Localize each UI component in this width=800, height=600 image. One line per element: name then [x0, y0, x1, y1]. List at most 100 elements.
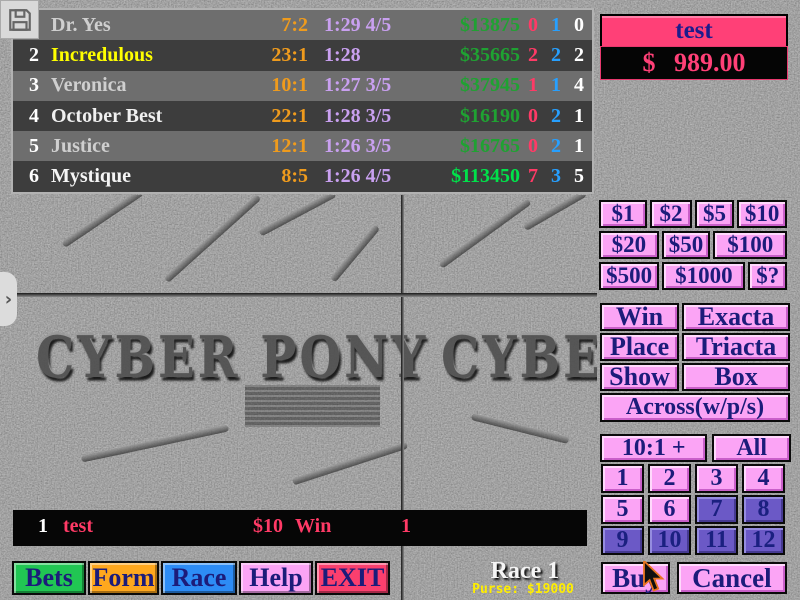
horse-number: 3 [29, 74, 39, 97]
horse-stat-shows: 1 [574, 134, 584, 157]
number-button[interactable]: 11 [695, 526, 738, 555]
horse-stat-wins: 0 [528, 104, 538, 127]
horse-row[interactable]: 3 Veronica 10:1 1:27 3/5 $37945 1 1 4 [13, 70, 592, 101]
bet-slip-type: Win [295, 515, 332, 537]
horse-stat-places: 2 [551, 43, 561, 66]
horse-odds: 7:2 [281, 13, 308, 36]
side-panel-tab[interactable]: › [0, 272, 17, 326]
save-button[interactable] [0, 0, 39, 39]
horse-best-time: 1:28 [324, 43, 361, 66]
horse-row[interactable]: 4 October Best 22:1 1:28 3/5 $16190 0 2 … [13, 100, 592, 132]
number-button[interactable]: 7 [695, 495, 738, 524]
bet-slip[interactable]: 1 test $10 Win 1 [13, 510, 587, 546]
nav-form-button[interactable]: Form [88, 561, 159, 595]
horse-row[interactable]: 6 Mystique 8:5 1:26 4/5 $113450 7 3 5 [13, 161, 592, 192]
amount-button[interactable]: $? [748, 262, 787, 290]
amount-button[interactable]: $1000 [662, 262, 746, 290]
account-name-button[interactable]: test [600, 14, 788, 48]
horse-stat-wins: 7 [528, 165, 538, 188]
horse-row[interactable]: 1 Dr. Yes 7:2 1:29 4/5 $13875 0 1 0 [13, 10, 592, 41]
number-button[interactable]: 5 [601, 495, 644, 524]
cyber-pony-watermark: CYBER PONY [441, 325, 597, 392]
horse-table: 1 Dr. Yes 7:2 1:29 4/5 $13875 0 1 0 2 In… [11, 8, 594, 194]
horse-name: October Best [51, 104, 163, 127]
odds-filter-button[interactable]: 10:1 + [600, 434, 708, 462]
horse-odds: 12:1 [271, 134, 308, 157]
number-button[interactable]: 10 [648, 526, 691, 555]
bet-slip-amount: $10 [253, 515, 283, 537]
cyber-pony-watermark: CYBER PONY [36, 325, 429, 392]
horse-row[interactable]: 5 Justice 12:1 1:26 3/5 $16765 0 2 1 [13, 131, 592, 162]
horse-best-time: 1:26 4/5 [324, 165, 392, 188]
horse-row[interactable]: 2 Incredulous 23:1 1:28 $35665 2 2 2 [13, 40, 592, 71]
nav-bets-button[interactable]: Bets [12, 561, 86, 595]
bet-slip-bettor: test [63, 515, 93, 537]
chevron-right-icon: › [4, 288, 13, 310]
horse-name: Veronica [51, 74, 127, 97]
amount-row-3: $500 $1000 $? [599, 262, 787, 290]
number-button[interactable]: 6 [648, 495, 691, 524]
tile-seam-horizontal [0, 293, 597, 297]
horse-number: 6 [29, 165, 39, 188]
horse-odds: 22:1 [271, 104, 308, 127]
account-widget: test $ 989.00 [598, 14, 790, 86]
bet-type-win-button[interactable]: Win [600, 302, 680, 331]
amount-button[interactable]: $2 [649, 200, 692, 228]
number-button[interactable]: 1 [601, 464, 644, 493]
horse-stat-wins: 0 [528, 134, 538, 157]
bet-type-triacta-button[interactable]: Triacta [682, 332, 790, 361]
amount-button[interactable]: $500 [599, 262, 660, 290]
amount-button[interactable]: $1 [599, 200, 647, 228]
horse-name: Incredulous [51, 43, 153, 66]
horse-number: 5 [29, 134, 39, 157]
race-label: Race 1 [490, 558, 560, 584]
horse-earnings: $35665 [460, 43, 520, 66]
horse-stat-places: 1 [551, 13, 561, 36]
bottom-navbar: Bets Form Race Help EXIT [12, 561, 392, 595]
purse-label: Purse: $19000 [472, 582, 574, 597]
horse-name: Mystique [51, 165, 131, 188]
bet-type-across-button[interactable]: Across(w/p/s) [600, 393, 790, 422]
horse-name: Dr. Yes [51, 13, 111, 36]
arrow-pointer-icon [643, 561, 665, 592]
horse-stat-places: 2 [551, 134, 561, 157]
nav-exit-button[interactable]: EXIT [315, 561, 390, 595]
horse-best-time: 1:26 3/5 [324, 134, 392, 157]
horse-stat-places: 3 [551, 165, 561, 188]
horse-best-time: 1:29 4/5 [324, 13, 392, 36]
number-button[interactable]: 3 [695, 464, 738, 493]
horse-odds: 8:5 [281, 165, 308, 188]
horse-best-time: 1:27 3/5 [324, 74, 392, 97]
horse-number: 2 [29, 43, 39, 66]
amount-button[interactable]: $20 [599, 231, 659, 259]
bet-type-show-button[interactable]: Show [600, 362, 680, 391]
bet-type-exacta-button[interactable]: Exacta [682, 302, 790, 331]
number-button[interactable]: 12 [742, 526, 785, 555]
number-button[interactable]: 9 [601, 526, 644, 555]
horse-earnings: $16765 [460, 134, 520, 157]
horse-stat-shows: 1 [574, 104, 584, 127]
nav-race-button[interactable]: Race [161, 561, 237, 595]
horse-stat-shows: 0 [574, 13, 584, 36]
tile-seam-vertical [401, 195, 404, 600]
all-horses-button[interactable]: All [712, 434, 791, 462]
bet-type-box-button[interactable]: Box [682, 362, 790, 391]
horse-stat-places: 1 [551, 74, 561, 97]
cancel-button[interactable]: Cancel [676, 562, 787, 594]
nav-help-button[interactable]: Help [239, 561, 313, 595]
bet-type-place-button[interactable]: Place [600, 332, 680, 361]
bet-slip-number: 1 [38, 515, 48, 537]
amount-button[interactable]: $5 [694, 200, 735, 228]
number-button[interactable]: 2 [648, 464, 691, 493]
amount-row-2: $20 $50 $100 [599, 231, 787, 259]
amount-button[interactable]: $10 [737, 200, 787, 228]
horse-best-time: 1:28 3/5 [324, 104, 392, 127]
embossed-fine-print [245, 385, 380, 427]
horse-number: 4 [29, 104, 39, 127]
floppy-disk-icon [8, 8, 31, 31]
number-button[interactable]: 4 [742, 464, 785, 493]
number-button[interactable]: 8 [742, 495, 785, 524]
amount-button[interactable]: $50 [661, 231, 711, 259]
amount-button[interactable]: $100 [713, 231, 787, 259]
